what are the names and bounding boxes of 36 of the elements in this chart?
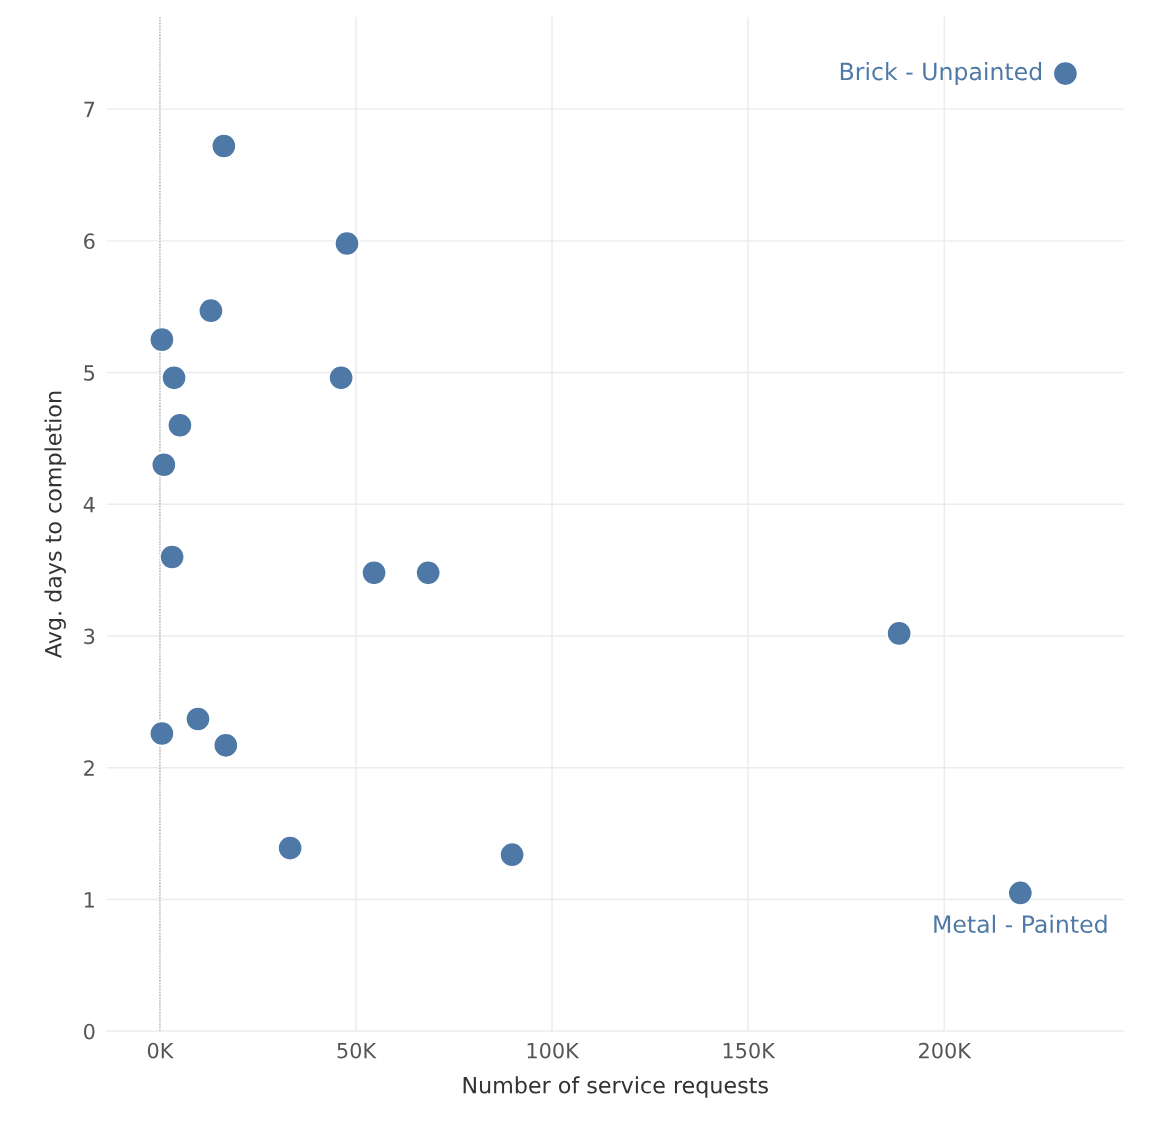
point (149, 720, 175, 747)
y-tick-label: 2 (84, 760, 94, 776)
y-tick-label: 4 (83, 497, 95, 513)
point (185, 706, 211, 732)
point (151, 452, 177, 478)
annotation: Metal - Painted (934, 914, 1107, 934)
point (415, 560, 441, 586)
point (499, 841, 525, 868)
point (167, 412, 193, 438)
y-tick-label: 1 (84, 892, 94, 908)
point (361, 560, 387, 586)
point (1007, 880, 1034, 906)
point (334, 230, 360, 257)
y-tick-label: 5 (84, 365, 95, 381)
y-tick-label: 3 (84, 628, 95, 645)
annotation: Brick - Unpainted (840, 62, 1042, 85)
point (159, 544, 185, 570)
point (328, 365, 354, 391)
x-tick-label: 0K (147, 1042, 174, 1059)
x-tick-label: 100K (527, 1042, 580, 1059)
x-tick-label: 150K (723, 1042, 776, 1059)
point (149, 326, 175, 353)
x-axis-title: Number of service requests (463, 1076, 768, 1098)
point (198, 297, 224, 324)
y-tick-label: 6 (84, 233, 95, 250)
x-tick-label: 50K (337, 1042, 377, 1059)
point (161, 365, 187, 391)
point (886, 620, 912, 647)
y-axis-title: Avg. days to completion (44, 391, 66, 658)
point (277, 835, 303, 861)
x-tick-label: 200K (919, 1042, 972, 1059)
y-tick-label: 0 (84, 1023, 95, 1040)
point (1052, 60, 1079, 87)
point (213, 732, 239, 759)
y-tick-label: 7 (84, 101, 95, 118)
point (211, 133, 237, 159)
